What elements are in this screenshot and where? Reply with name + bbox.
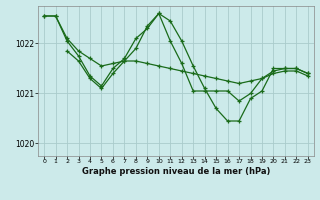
X-axis label: Graphe pression niveau de la mer (hPa): Graphe pression niveau de la mer (hPa) bbox=[82, 167, 270, 176]
